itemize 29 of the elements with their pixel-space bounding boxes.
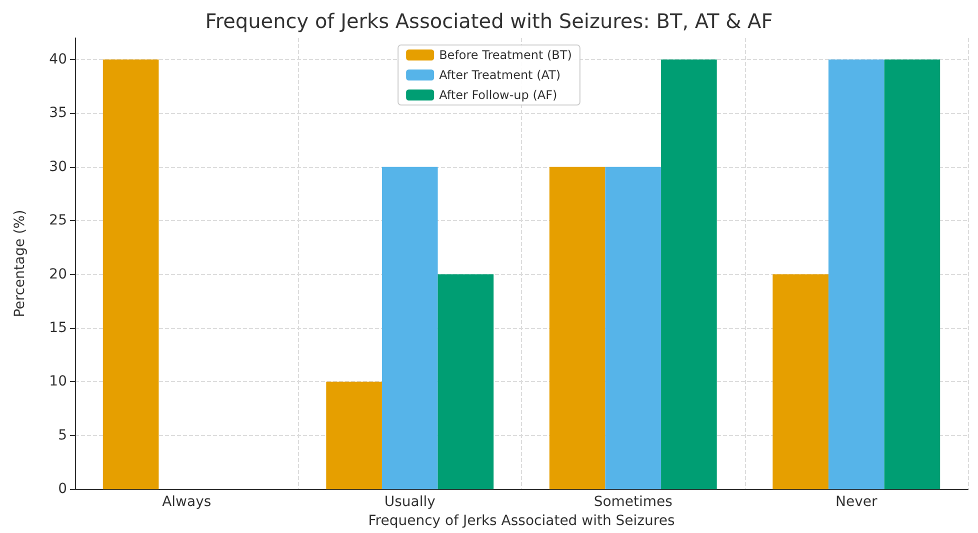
- bar: [549, 166, 606, 490]
- legend-label: After Follow-up (AF): [439, 88, 558, 102]
- x-tick-label: Always: [162, 494, 212, 510]
- legend-label: Before Treatment (BT): [439, 48, 572, 62]
- y-tick-label: 30: [49, 158, 67, 175]
- bar: [661, 59, 717, 490]
- y-tick-label: 0: [58, 481, 67, 498]
- y-tick-label: 25: [49, 212, 67, 229]
- x-tick-label: Sometimes: [594, 494, 672, 510]
- x-tick-label: Usually: [384, 494, 436, 510]
- bar: [438, 274, 494, 490]
- y-tick-label: 35: [49, 105, 67, 122]
- legend-label: After Treatment (AT): [439, 68, 561, 82]
- x-axis-title: Frequency of Jerks Associated with Seizures: [368, 513, 675, 529]
- y-tick-label: 5: [58, 427, 67, 444]
- x-tick-label: Never: [836, 494, 878, 510]
- bar: [605, 166, 662, 490]
- y-tick-label: 40: [49, 51, 67, 68]
- bar: [382, 166, 438, 490]
- y-tick-label: 20: [49, 266, 67, 282]
- bar: [828, 59, 884, 490]
- y-tick-label: 15: [49, 320, 67, 336]
- bar: [772, 274, 828, 490]
- chart-title: Frequency of Jerks Associated with Seizures: BT, AT & AF: [205, 9, 773, 33]
- bar: [884, 59, 940, 490]
- y-tick-label: 10: [49, 374, 67, 390]
- bar: [102, 59, 159, 490]
- y-axis-title: Percentage (%): [12, 210, 28, 318]
- bar: [326, 382, 382, 490]
